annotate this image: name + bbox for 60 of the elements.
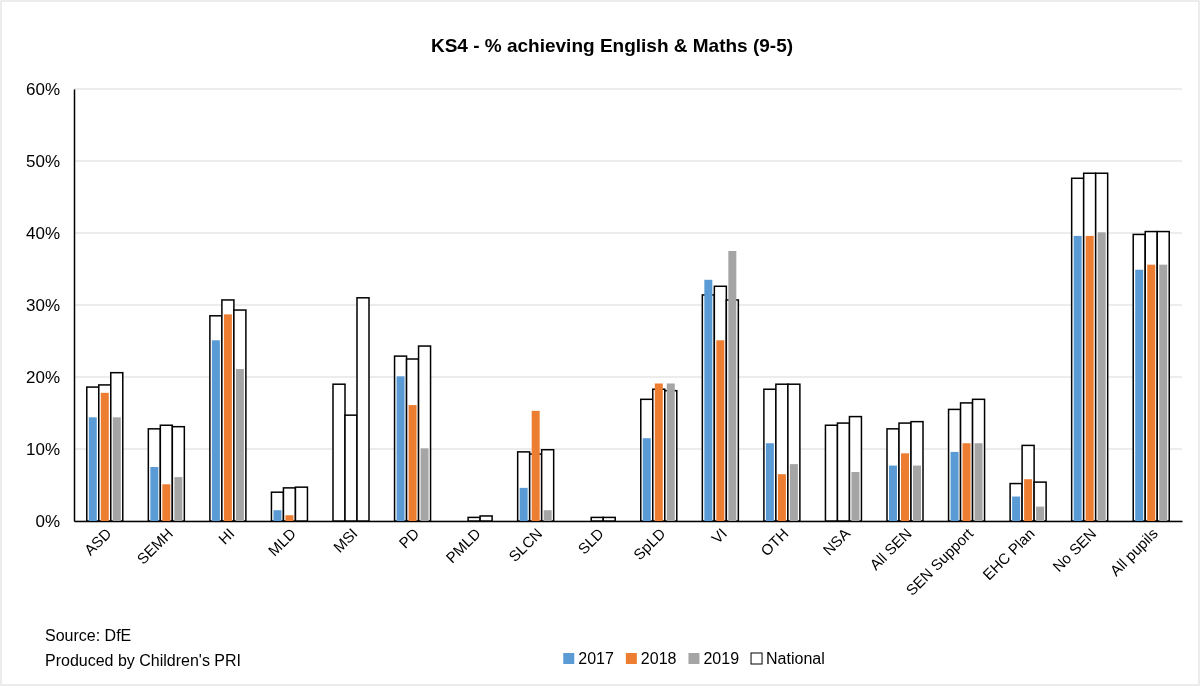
legend-label: 2018: [640, 650, 677, 667]
bar: [1085, 235, 1094, 521]
bar: [1159, 264, 1168, 521]
bar: [531, 410, 540, 521]
y-tick-label: 0%: [35, 511, 60, 531]
chart-title: KS4 - % achieving English & Maths (9-5): [430, 35, 794, 56]
bar: [1036, 506, 1045, 521]
bar: [789, 464, 798, 521]
y-tick-label: 50%: [25, 151, 60, 171]
bar: [1073, 235, 1082, 521]
bar: [408, 405, 417, 521]
bar: [1097, 232, 1106, 521]
bar: [273, 510, 282, 521]
y-tick-label: 30%: [25, 295, 60, 315]
y-tick-label: 10%: [25, 439, 60, 459]
bar: [851, 472, 860, 521]
bar: [889, 465, 897, 521]
legend-label: 2019: [703, 650, 740, 667]
bar: [1147, 264, 1156, 521]
bar: [704, 279, 713, 521]
y-tick-label: 40%: [25, 223, 60, 243]
bar: [396, 376, 405, 521]
x-tick-label: VI: [707, 524, 730, 547]
bar: [420, 448, 429, 521]
source-note: Source: DfE: [45, 627, 132, 644]
y-tick-label: 60%: [25, 79, 60, 99]
text: Produced by Children's PRI: [45, 652, 242, 669]
bar: [728, 251, 737, 521]
bar: [112, 417, 121, 521]
x-tick-label: HI: [214, 524, 238, 548]
bar: [642, 438, 651, 521]
bar: [519, 487, 528, 521]
bar: [162, 484, 171, 521]
bar: [223, 314, 232, 521]
bar: [654, 383, 663, 521]
bar: [543, 510, 552, 521]
bar: [765, 443, 774, 521]
y-tick-label: 20%: [25, 367, 60, 387]
bar: [88, 417, 97, 521]
legend-label: National: [766, 650, 825, 667]
bar: [666, 383, 675, 521]
bar: [174, 477, 183, 521]
bar: [150, 467, 159, 521]
bar: [950, 451, 959, 521]
x-tick-label: MSI: [329, 524, 361, 556]
bar: [285, 515, 294, 521]
bar: [962, 443, 971, 521]
x-tick-label: PD: [395, 524, 423, 552]
x-tick-label: SLD: [574, 524, 607, 558]
bar: [716, 340, 725, 521]
bar: [1012, 496, 1021, 521]
bar: [1135, 269, 1144, 521]
bar: [913, 465, 921, 521]
bar: [777, 474, 786, 521]
bar: [211, 340, 220, 521]
bar: [974, 443, 983, 521]
bar: [235, 369, 244, 521]
bar: [1024, 479, 1033, 521]
legend-label: 2017: [578, 650, 614, 667]
bar: [901, 453, 909, 521]
